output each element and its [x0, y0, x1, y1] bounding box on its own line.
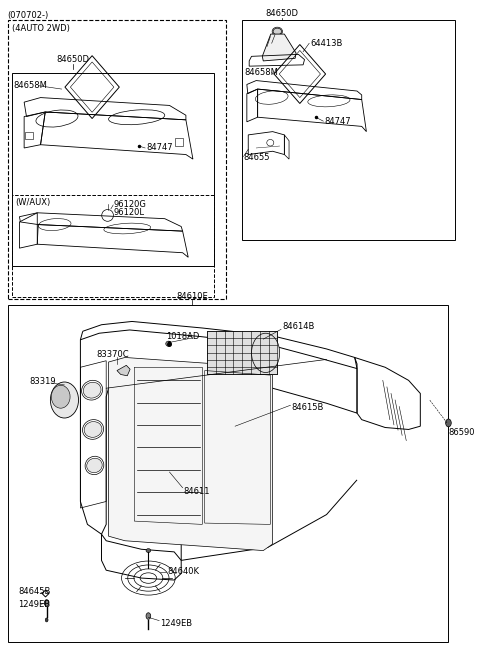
Text: (070702-): (070702-) — [8, 10, 49, 20]
Text: 84640K: 84640K — [167, 567, 199, 576]
Text: 96120L: 96120L — [113, 209, 144, 217]
Ellipse shape — [252, 333, 280, 373]
Text: 84615B: 84615B — [291, 403, 324, 413]
Text: (W/AUX): (W/AUX) — [15, 198, 50, 207]
Text: 84658M: 84658M — [244, 68, 278, 77]
Ellipse shape — [166, 341, 171, 346]
Text: 86590: 86590 — [448, 428, 475, 438]
Ellipse shape — [83, 382, 101, 398]
Bar — [8, 20, 226, 298]
Text: 1249EB: 1249EB — [19, 600, 50, 609]
Text: 84614B: 84614B — [282, 322, 314, 331]
Ellipse shape — [45, 618, 48, 622]
Bar — [12, 73, 214, 266]
Text: 84611: 84611 — [183, 487, 210, 496]
Text: 84610E: 84610E — [177, 292, 208, 301]
Ellipse shape — [273, 28, 282, 35]
Text: 83319: 83319 — [30, 377, 56, 386]
Text: 84658M: 84658M — [14, 81, 48, 91]
Text: 64413B: 64413B — [310, 39, 343, 48]
Text: 96120G: 96120G — [113, 201, 146, 209]
Polygon shape — [207, 331, 277, 374]
Ellipse shape — [51, 385, 70, 408]
Bar — [242, 20, 456, 239]
Ellipse shape — [146, 613, 151, 619]
Text: 84747: 84747 — [324, 117, 351, 127]
Text: 1018AD: 1018AD — [166, 332, 199, 341]
Ellipse shape — [445, 419, 451, 427]
Text: 1249EB: 1249EB — [160, 619, 192, 628]
Bar — [8, 305, 448, 642]
Ellipse shape — [146, 548, 151, 552]
Text: 83370C: 83370C — [97, 350, 130, 359]
Text: 84650D: 84650D — [57, 55, 90, 64]
Ellipse shape — [84, 422, 102, 438]
Ellipse shape — [44, 600, 49, 606]
Text: 84747: 84747 — [146, 144, 173, 152]
Text: (4AUTO 2WD): (4AUTO 2WD) — [12, 24, 70, 33]
Text: 84650D: 84650D — [265, 9, 299, 18]
Text: 84655: 84655 — [243, 154, 270, 162]
Ellipse shape — [50, 382, 79, 418]
Ellipse shape — [87, 459, 102, 473]
Polygon shape — [262, 34, 296, 61]
Bar — [12, 195, 214, 297]
Text: 84645B: 84645B — [19, 586, 51, 596]
Polygon shape — [108, 358, 273, 550]
Polygon shape — [117, 365, 130, 376]
